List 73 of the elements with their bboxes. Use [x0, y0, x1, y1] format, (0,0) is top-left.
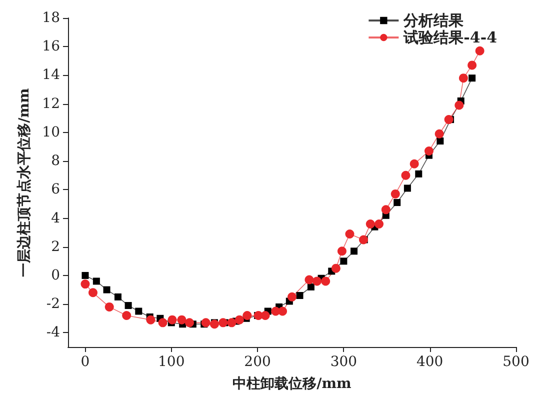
point — [321, 276, 330, 286]
point — [331, 264, 340, 273]
point — [278, 306, 288, 316]
point — [234, 315, 244, 324]
point — [80, 280, 90, 289]
point — [312, 276, 322, 286]
point — [415, 170, 422, 178]
x-tick-label: 100 — [158, 354, 185, 370]
point — [122, 311, 132, 320]
point — [394, 199, 401, 206]
point — [340, 258, 348, 265]
y-tick-label: 16 — [42, 38, 60, 55]
y-tick-label: 18 — [42, 10, 60, 26]
legend-label: 分析结果 — [402, 12, 465, 30]
point — [468, 74, 476, 82]
point — [454, 100, 464, 110]
point — [374, 219, 384, 228]
point — [350, 248, 358, 255]
point — [458, 74, 468, 83]
x-tick-label: 200 — [244, 354, 271, 370]
x-tick-label: 0 — [80, 354, 90, 370]
point — [475, 46, 484, 56]
y-tick-label: 4 — [51, 210, 60, 226]
point — [304, 275, 314, 284]
point — [210, 320, 219, 329]
point — [227, 318, 236, 328]
point — [158, 318, 168, 328]
point — [88, 288, 98, 298]
x-tick-label: 500 — [502, 354, 530, 370]
point — [168, 315, 177, 324]
point — [424, 146, 434, 156]
x-tick-label: 400 — [416, 354, 444, 370]
x-tick-label: 300 — [330, 354, 358, 370]
point — [82, 272, 89, 279]
y-tick-label: -4 — [46, 324, 60, 341]
point — [288, 292, 296, 302]
point — [103, 286, 110, 294]
y-tick-label: 0 — [51, 267, 60, 284]
y-tick-label: 14 — [42, 67, 60, 84]
point — [260, 311, 270, 320]
point — [444, 115, 454, 124]
point — [104, 302, 114, 312]
point — [146, 315, 156, 324]
point — [184, 318, 194, 328]
y-tick-label: 2 — [51, 238, 60, 255]
point — [307, 283, 314, 290]
legend-label: 试验结果-4-4 — [402, 28, 498, 46]
point — [366, 219, 375, 228]
point — [177, 315, 186, 324]
point — [381, 205, 390, 214]
point — [345, 230, 354, 238]
x-axis-title: 中柱卸载位移/mm — [232, 376, 352, 392]
y-tick-label: 12 — [42, 96, 60, 112]
y-tick-label: 6 — [51, 182, 60, 198]
point — [296, 292, 304, 300]
point — [410, 159, 419, 168]
point — [124, 302, 132, 310]
point — [404, 184, 411, 192]
point — [242, 311, 252, 320]
y-tick-label: 10 — [42, 124, 60, 140]
point — [468, 60, 477, 70]
point — [201, 318, 210, 328]
point — [436, 138, 444, 145]
point — [390, 189, 400, 198]
point — [92, 278, 100, 285]
point — [337, 246, 346, 256]
point — [434, 129, 444, 138]
point — [114, 293, 122, 300]
y-tick-label: -2 — [46, 296, 60, 312]
point — [401, 170, 410, 180]
y-tick-label: 8 — [51, 153, 60, 170]
point — [135, 308, 142, 315]
y-axis-title: 一层边柱顶节点水平位移/mm — [16, 88, 32, 277]
